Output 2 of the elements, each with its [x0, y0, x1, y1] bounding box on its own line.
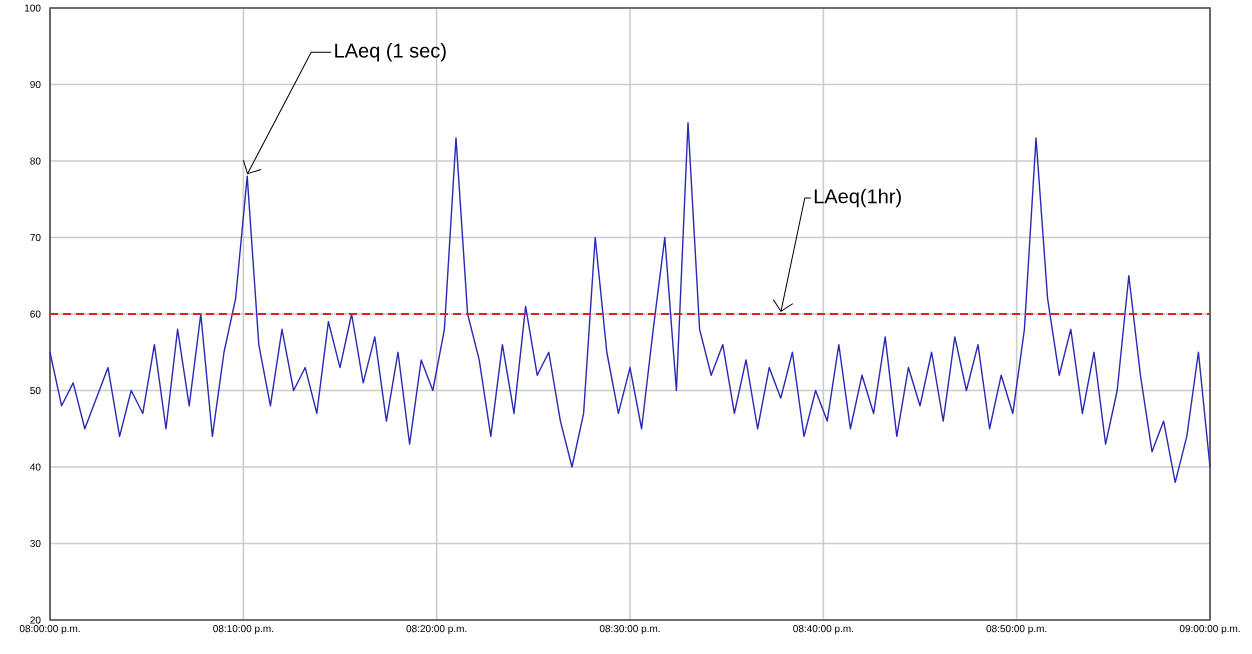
ref-line-label: LAeq(1hr) [814, 188, 901, 208]
annotation: LAeq (1 sec) [335, 42, 446, 62]
